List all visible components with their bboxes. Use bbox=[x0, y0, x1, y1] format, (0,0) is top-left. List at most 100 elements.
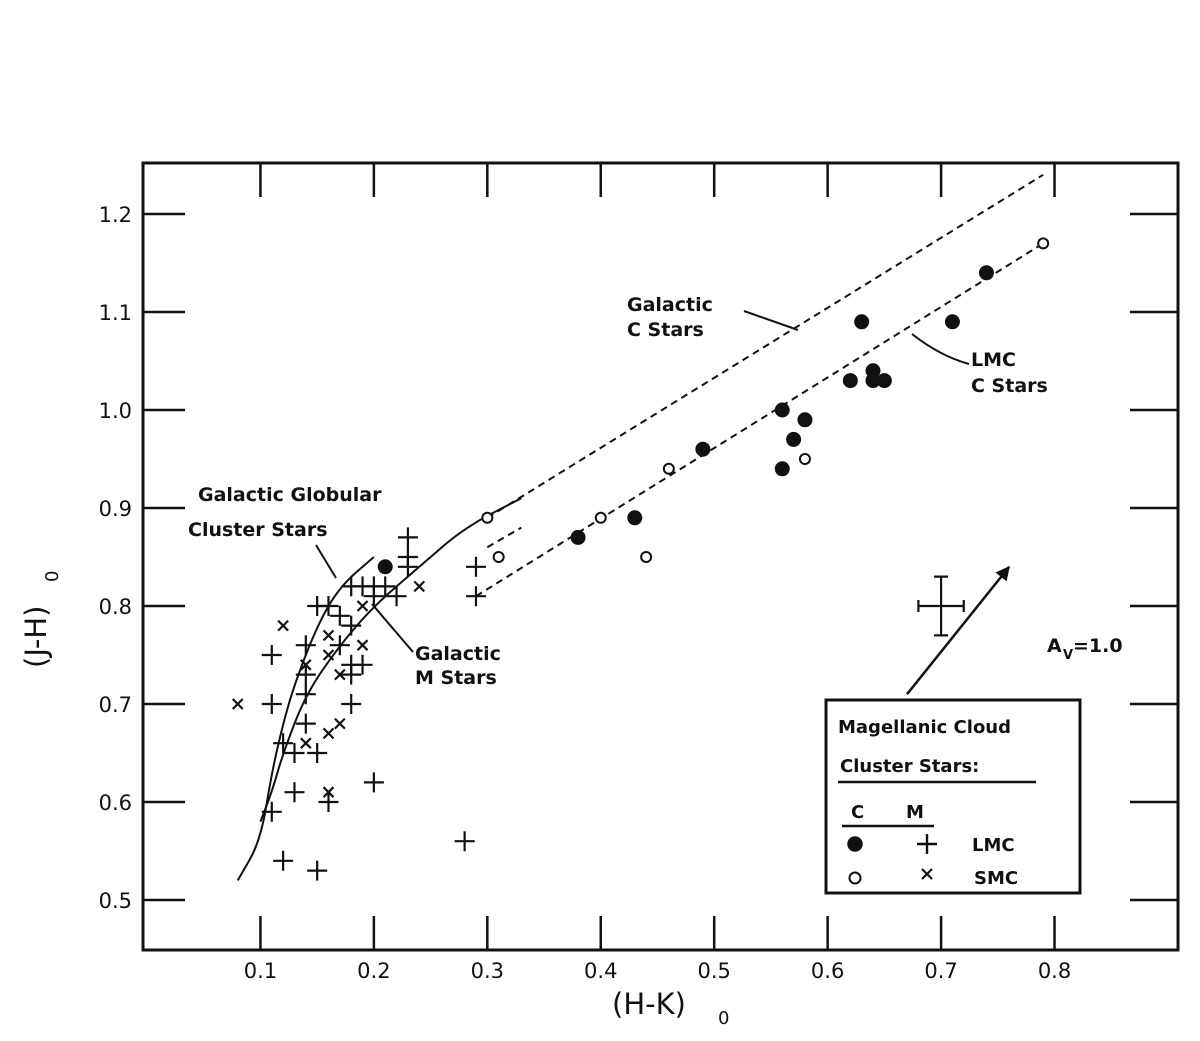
annotation-lmc-c-line2: C Stars bbox=[971, 375, 1048, 397]
point-lmc-m bbox=[352, 654, 373, 675]
point-lmc-c bbox=[842, 373, 858, 389]
point-lmc-m bbox=[273, 850, 294, 871]
y-tick-label: 1.1 bbox=[99, 301, 132, 325]
point-smc-m bbox=[356, 600, 369, 612]
legend-title-line2: Cluster Stars: bbox=[840, 756, 979, 777]
point-lmc-m bbox=[397, 556, 418, 577]
legend-lmc-m-marker bbox=[917, 834, 937, 854]
point-smc-m bbox=[334, 717, 346, 730]
point-lmc-m bbox=[329, 635, 350, 656]
annotation-galactic-m-line2: M Stars bbox=[415, 667, 497, 689]
reddening-label-subscript: V bbox=[1063, 648, 1073, 663]
point-lmc-m bbox=[341, 664, 362, 685]
legend-lmc-c-marker bbox=[847, 836, 863, 852]
legend-row-smc: SMC bbox=[974, 868, 1018, 889]
point-lmc-m bbox=[261, 694, 282, 714]
point-lmc-m bbox=[284, 782, 305, 803]
point-lmc-m bbox=[261, 801, 282, 822]
y-axis-ticks: 0.5 0.6 0.7 0.8 0.9 1.0 1.1 1.2 bbox=[99, 203, 1178, 913]
legend-col-m: M bbox=[906, 802, 924, 823]
curve-galactic-m-stars bbox=[259, 497, 522, 822]
point-smc-m bbox=[322, 629, 335, 642]
point-lmc-c bbox=[797, 412, 813, 428]
y-tick-label: 0.7 bbox=[99, 693, 132, 717]
point-lmc-c bbox=[774, 461, 790, 477]
point-lmc-m bbox=[363, 586, 384, 607]
point-smc-c bbox=[640, 551, 653, 563]
point-lmc-m bbox=[284, 743, 305, 763]
legend-col-c: C bbox=[851, 802, 864, 823]
point-lmc-c bbox=[786, 431, 802, 447]
x-tick-label: 0.6 bbox=[811, 959, 844, 983]
point-lmc-m bbox=[295, 664, 316, 685]
annotation-globular-line2: Cluster Stars bbox=[188, 519, 328, 541]
point-smc-m bbox=[277, 619, 289, 632]
curve-galactic-c-short-dashed bbox=[486, 526, 522, 549]
point-lmc-c bbox=[627, 510, 643, 526]
point-lmc-c bbox=[570, 529, 586, 545]
point-smc-m bbox=[334, 668, 346, 681]
x-axis-title: (H-K) bbox=[612, 987, 686, 1021]
reference-curves bbox=[236, 173, 1044, 881]
leader-lmc-c bbox=[911, 333, 970, 365]
point-lmc-m bbox=[318, 792, 339, 812]
legend-smc-c-marker bbox=[848, 871, 862, 885]
data-points bbox=[231, 237, 1050, 881]
reddening-label: A bbox=[1047, 635, 1062, 657]
annotation-globular-line1: Galactic Globular bbox=[198, 484, 382, 506]
y-axis-title-subscript: 0 bbox=[42, 571, 63, 582]
leader-galactic-m bbox=[371, 603, 414, 653]
x-tick-label: 0.8 bbox=[1038, 959, 1071, 983]
point-smc-m bbox=[322, 786, 335, 798]
y-tick-label: 1.0 bbox=[99, 399, 132, 423]
y-tick-label: 0.9 bbox=[99, 497, 132, 521]
x-tick-label: 0.5 bbox=[697, 959, 730, 983]
point-lmc-m bbox=[261, 645, 282, 665]
legend-title-line1: Magellanic Cloud bbox=[838, 717, 1011, 738]
point-lmc-m bbox=[341, 615, 362, 636]
point-smc-c bbox=[798, 453, 811, 465]
curve-lmc-c-stars bbox=[475, 242, 1044, 598]
point-lmc-c bbox=[695, 441, 711, 457]
leader-globular bbox=[315, 544, 337, 579]
point-lmc-m bbox=[397, 527, 418, 548]
point-lmc-m bbox=[465, 586, 486, 607]
y-tick-label: 0.6 bbox=[99, 791, 132, 815]
y-tick-label: 0.8 bbox=[99, 595, 132, 619]
annotation-lmc-c-line1: LMC bbox=[971, 349, 1016, 371]
point-lmc-m bbox=[465, 556, 486, 577]
point-smc-m bbox=[322, 649, 335, 661]
point-lmc-c bbox=[978, 265, 994, 281]
legend: Magellanic Cloud Cluster Stars: C M LMC … bbox=[824, 698, 1082, 895]
x-tick-label: 0.2 bbox=[357, 959, 390, 983]
x-tick-label: 0.1 bbox=[244, 959, 277, 983]
point-smc-m bbox=[356, 639, 369, 651]
point-lmc-m bbox=[307, 743, 328, 763]
point-lmc-m bbox=[454, 831, 475, 852]
point-lmc-m bbox=[375, 576, 396, 597]
point-lmc-m bbox=[318, 596, 339, 616]
point-lmc-m bbox=[329, 605, 350, 626]
point-lmc-m bbox=[386, 586, 407, 607]
reddening-vector-arrow bbox=[906, 566, 1011, 695]
y-axis-title: (J-H) bbox=[19, 606, 53, 668]
point-lmc-c bbox=[876, 373, 892, 389]
point-smc-m bbox=[413, 580, 426, 593]
plot-frame bbox=[141, 161, 1180, 952]
point-smc-m bbox=[300, 659, 312, 671]
point-lmc-c bbox=[377, 559, 393, 575]
point-smc-m bbox=[322, 727, 335, 740]
point-smc-c bbox=[1037, 237, 1050, 250]
point-lmc-c bbox=[944, 314, 960, 330]
x-tick-label: 0.4 bbox=[584, 959, 617, 983]
point-smc-c bbox=[492, 551, 505, 563]
annotation-galactic-m-line1: Galactic bbox=[415, 643, 501, 665]
annotation-galactic-c-line2: C Stars bbox=[627, 319, 704, 341]
error-bar bbox=[917, 575, 965, 637]
x-tick-label: 0.7 bbox=[924, 959, 957, 983]
point-lmc-m bbox=[295, 684, 316, 705]
reddening-label-value: =1.0 bbox=[1073, 635, 1123, 657]
x-axis-ticks: 0.1 0.2 0.3 0.4 0.5 0.6 0.7 0.8 bbox=[244, 163, 1071, 983]
legend-row-lmc: LMC bbox=[972, 835, 1015, 856]
